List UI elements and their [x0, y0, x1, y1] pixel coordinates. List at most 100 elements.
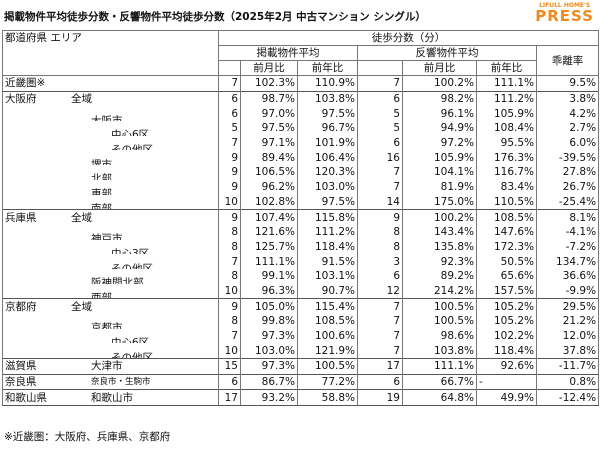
value-cell: 96.2% — [240, 179, 298, 195]
area: 大津市 — [91, 360, 123, 373]
area: その他区 — [111, 144, 153, 151]
area-cell: 中心6区 — [2, 121, 219, 136]
table-row: 近畿圏※ 7 102.3% 110.9% 7 100.2% 111.1% 9.5% — [2, 75, 600, 92]
value-cell: 26.7% — [535, 179, 600, 195]
value-cell: 17 — [357, 358, 403, 375]
value-cell: 100.5% — [402, 298, 477, 314]
header-cell: 前月比 — [402, 60, 477, 76]
value-cell: 103.0% — [240, 343, 298, 359]
value-cell: 100.5% — [402, 314, 477, 329]
value-cell: -12.4% — [535, 389, 600, 407]
value-cell: 17 — [218, 389, 241, 407]
area: 中心3区 — [111, 247, 150, 255]
area: 東部 — [91, 188, 112, 195]
value-cell: 4.2% — [535, 106, 600, 122]
value-cell: 97.1% — [240, 135, 298, 151]
value-cell: 8 — [357, 224, 403, 240]
value-cell: 16 — [357, 150, 403, 166]
value-cell: 7 — [357, 165, 403, 180]
area-cell: 和歌山県 和歌山市 — [2, 389, 219, 407]
value-cell: 65.6% — [476, 268, 537, 284]
area: 全域 — [71, 93, 92, 106]
value-cell: 118.4% — [297, 239, 358, 255]
value-cell: 8 — [218, 224, 241, 240]
value-cell: 8 — [218, 268, 241, 284]
value-cell: 103.8% — [297, 90, 358, 107]
value-cell: 7 — [357, 298, 403, 314]
value-cell: 176.3% — [476, 150, 537, 166]
area-cell: 近畿圏※ — [2, 75, 219, 92]
value-cell: 8 — [218, 239, 241, 255]
value-cell: 89.2% — [402, 268, 477, 284]
footnote: ※近畿圏：大阪府、兵庫県、京都府 — [4, 431, 171, 443]
value-cell: 10 — [218, 343, 241, 359]
area-cell: 京都府 全域 — [2, 298, 219, 314]
value-cell: 96.3% — [240, 283, 298, 299]
table-row: 京都市 8 99.8% 108.5% 7 100.5% 105.2% 21.2% — [2, 314, 600, 329]
value-cell: 98.6% — [402, 328, 477, 344]
area-cell: その他区 — [2, 343, 219, 359]
value-cell: 214.2% — [402, 283, 477, 299]
area: 中心6区 — [111, 337, 150, 344]
value-cell: -25.4% — [535, 194, 600, 210]
table-row: 中心6区 7 97.3% 100.6% 7 98.6% 102.2% 12.0% — [2, 328, 600, 344]
area: 全域 — [71, 300, 92, 313]
value-cell: 96.7% — [297, 121, 358, 136]
value-cell: 97.5% — [297, 106, 358, 122]
value-cell: 175.0% — [402, 194, 477, 210]
value-cell: 6 — [357, 135, 403, 151]
value-cell: -7.2% — [535, 239, 600, 255]
value-cell: 115.4% — [297, 298, 358, 314]
area: その他区 — [111, 351, 153, 359]
value-cell: 9 — [218, 209, 241, 225]
value-cell: 105.9% — [476, 106, 537, 122]
value-cell: 7 — [218, 135, 241, 151]
value-cell: 49.9% — [476, 389, 537, 407]
area-cell: 兵庫県 全域 — [2, 209, 219, 225]
value-cell: 108.4% — [476, 121, 537, 136]
value-cell: 105.9% — [402, 150, 477, 166]
value-cell: 105.2% — [476, 314, 537, 329]
area-cell: 西部 — [2, 283, 219, 299]
value-cell: 143.4% — [402, 224, 477, 240]
value-cell: 27.8% — [535, 165, 600, 180]
table-row: その他区 7 97.1% 101.9% 6 97.2% 95.5% 6.0% — [2, 135, 600, 151]
value-cell: 86.7% — [240, 373, 298, 390]
table-row: 神戸市 8 121.6% 111.2% 8 143.4% 147.6% -4.1% — [2, 224, 600, 240]
value-cell: 135.8% — [402, 239, 477, 255]
value-cell: 102.2% — [476, 328, 537, 344]
logo: LIFULL HOME'S PRESS — [535, 3, 594, 24]
value-cell: - — [476, 373, 537, 390]
value-cell: 111.1% — [402, 358, 477, 375]
value-cell: 7 — [218, 75, 241, 92]
value-cell: 10 — [218, 283, 241, 299]
value-cell: 100.2% — [402, 209, 477, 225]
value-cell: 12.0% — [535, 328, 600, 344]
table-row: 東部 9 96.2% 103.0% 7 81.9% 83.4% 26.7% — [2, 179, 600, 195]
value-cell: 37.8% — [535, 343, 600, 359]
value-cell: 9.5% — [535, 75, 600, 92]
table-row: 南部 10 102.8% 97.5% 14 175.0% 110.5% -25.4% — [2, 194, 600, 210]
area-cell: 南部 — [2, 194, 219, 210]
value-cell: 98.7% — [240, 90, 298, 107]
value-cell: 9 — [218, 298, 241, 314]
value-cell: 6 — [357, 268, 403, 284]
area: 堺市 — [91, 158, 112, 166]
area: 京都市 — [91, 322, 123, 329]
value-cell: 97.5% — [297, 194, 358, 210]
value-cell: 77.2% — [297, 373, 358, 390]
value-cell: 107.4% — [240, 209, 298, 225]
value-cell: 101.9% — [297, 135, 358, 151]
value-cell: 29.5% — [535, 298, 600, 314]
value-cell: 6 — [218, 90, 241, 107]
value-cell: 3 — [357, 254, 403, 269]
area-cell: 京都市 — [2, 314, 219, 329]
value-cell: 83.4% — [476, 179, 537, 195]
value-cell: 105.0% — [240, 298, 298, 314]
value-cell: 111.1% — [476, 75, 537, 92]
value-cell: 6.0% — [535, 135, 600, 151]
area: 北部 — [91, 173, 112, 180]
value-cell: 99.1% — [240, 268, 298, 284]
area-cell: 東部 — [2, 179, 219, 195]
value-cell: 9 — [218, 179, 241, 195]
